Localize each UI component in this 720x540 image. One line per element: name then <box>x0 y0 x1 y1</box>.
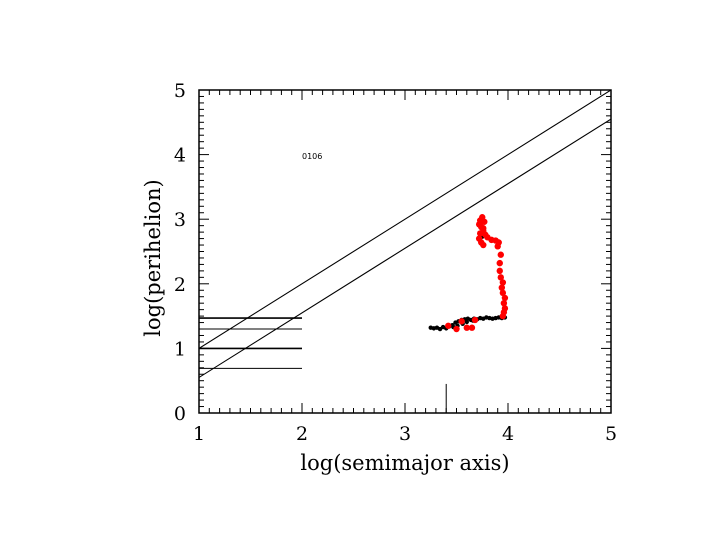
red-data-point <box>480 241 487 249</box>
y-tick-label: 2 <box>174 274 186 296</box>
plot-frame <box>198 89 612 414</box>
y-tick-labels: 0 1 2 3 4 5 <box>174 80 186 425</box>
red-data-point <box>496 267 503 275</box>
red-data-point <box>463 324 470 331</box>
red-data-point <box>498 284 506 291</box>
y-tick-label: 3 <box>174 209 186 231</box>
red-data-point <box>499 289 507 297</box>
red-data-point <box>481 218 488 225</box>
red-data-point <box>497 251 504 258</box>
y-axis-title: log(perihelion) <box>141 179 165 336</box>
x-tick-label: 1 <box>193 423 205 445</box>
red-data-point <box>499 279 507 286</box>
red-data-point <box>476 230 484 237</box>
reference-line <box>199 118 611 378</box>
x-axis-title: log(semimajor axis) <box>300 451 509 475</box>
red-data-point <box>501 294 509 302</box>
data-points <box>428 214 509 333</box>
red-data-point <box>453 325 460 333</box>
major-ticks <box>198 89 612 414</box>
x-tick-label: 4 <box>502 423 514 445</box>
red-data-point <box>497 274 504 281</box>
x-tick-labels: 1 2 3 4 5 <box>193 423 617 445</box>
red-data-point <box>458 318 465 325</box>
x-tick-label: 3 <box>399 423 411 445</box>
horizontal-segments <box>199 317 302 369</box>
red-data-point <box>496 259 503 267</box>
reference-lines <box>199 90 611 378</box>
black-data-point <box>464 319 469 325</box>
red-data-point <box>480 225 487 232</box>
x-tick-label: 2 <box>296 423 308 445</box>
x-tick-label: 5 <box>605 423 617 445</box>
red-data-point <box>471 316 479 324</box>
red-data-point <box>501 305 509 312</box>
red-data-point <box>468 324 476 331</box>
reference-line <box>199 90 611 349</box>
y-tick-label: 0 <box>174 403 186 425</box>
y-tick-label: 4 <box>174 145 186 167</box>
y-tick-label: 5 <box>174 80 186 102</box>
y-tick-label: 1 <box>174 338 186 360</box>
minor-ticks <box>199 90 611 413</box>
annotation-label: 0106 <box>302 152 322 161</box>
red-data-point <box>500 299 508 307</box>
red-data-point <box>445 322 452 329</box>
